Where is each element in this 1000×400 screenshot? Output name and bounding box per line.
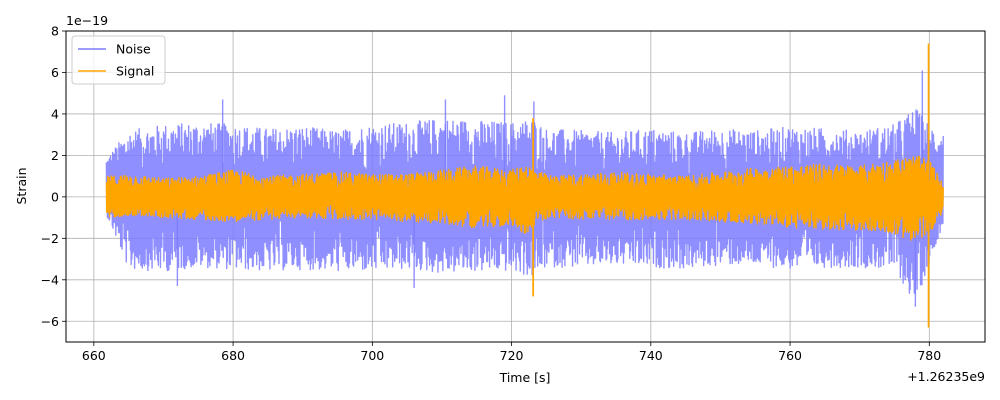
y-tick-label: −2 xyxy=(41,231,59,246)
series-line-signal xyxy=(105,155,944,241)
y-tick-label: −4 xyxy=(41,272,59,287)
y-tick-label: 4 xyxy=(51,106,59,121)
x-tick-label: 700 xyxy=(360,348,384,363)
legend: Noise Signal xyxy=(71,35,166,85)
y-tick-label: 8 xyxy=(51,24,59,39)
y-axis-label: Strain xyxy=(14,167,29,204)
axis-ticks: 660 680 700 720 740 760 780 −6 −4 −2 0 2 4 6 8 xyxy=(41,24,942,364)
plot-frame xyxy=(65,30,986,343)
y-tick-label: 0 xyxy=(51,189,59,204)
x-offset-label: +1.26235e9 xyxy=(907,369,985,384)
x-tick-label: 740 xyxy=(639,348,663,363)
y-scale-label: 1e−19 xyxy=(66,13,108,28)
legend-label-noise: Noise xyxy=(116,42,151,57)
y-tick-label: 2 xyxy=(51,148,59,163)
x-tick-label: 780 xyxy=(917,348,941,363)
series-line-noise xyxy=(105,109,944,295)
x-tick-label: 680 xyxy=(221,348,245,363)
y-tick-label: 6 xyxy=(51,65,59,80)
series-layer xyxy=(105,43,944,328)
x-axis-label: Time [s] xyxy=(499,370,551,385)
legend-box xyxy=(71,35,166,85)
x-tick-label: 760 xyxy=(778,348,802,363)
y-tick-label: −6 xyxy=(41,314,59,329)
x-tick-label: 660 xyxy=(82,348,106,363)
x-tick-label: 720 xyxy=(500,348,524,363)
legend-label-signal: Signal xyxy=(116,64,154,79)
